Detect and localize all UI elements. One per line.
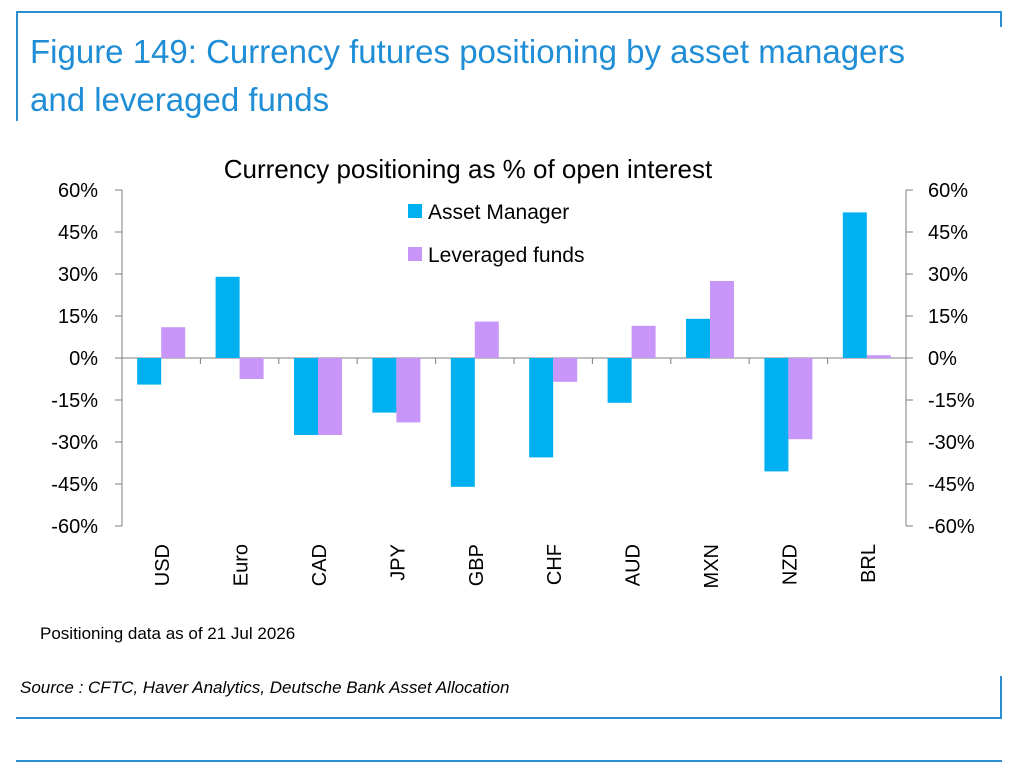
x-tick-label: NZD xyxy=(779,544,801,585)
y-tick-label-left: 45% xyxy=(58,222,98,244)
x-tick-label: CAD xyxy=(309,544,331,586)
y-tick-label-left: 30% xyxy=(58,264,98,286)
legend-swatch xyxy=(408,204,422,218)
bar-leveraged-funds-jpy xyxy=(396,358,421,423)
y-tick-label-left: 60% xyxy=(58,180,98,202)
bar-asset-manager-aud xyxy=(607,358,632,403)
legend-swatch xyxy=(408,247,422,261)
page-bottom-rule xyxy=(16,760,1002,762)
y-tick-label-right: -30% xyxy=(928,432,975,454)
frame-right-rule xyxy=(1000,11,1002,27)
bar-leveraged-funds-euro xyxy=(239,358,264,379)
y-tick-label-left: 0% xyxy=(69,348,98,370)
y-tick-label-right: -45% xyxy=(928,474,975,496)
bar-leveraged-funds-aud xyxy=(631,325,656,358)
bar-asset-manager-euro xyxy=(215,276,240,358)
legend-label: Asset Manager xyxy=(428,201,569,224)
bar-asset-manager-jpy xyxy=(372,358,397,413)
bar-asset-manager-gbp xyxy=(450,358,475,487)
figure-title: Figure 149: Currency futures positioning… xyxy=(30,33,905,118)
y-tick-label-left: 15% xyxy=(58,306,98,328)
x-tick-label: GBP xyxy=(466,544,488,586)
bar-asset-manager-chf xyxy=(529,358,554,458)
bar-leveraged-funds-usd xyxy=(161,327,186,358)
bar-leveraged-funds-mxn xyxy=(710,281,734,358)
y-tick-label-left: -45% xyxy=(51,474,98,496)
source-line: Source : CFTC, Haver Analytics, Deutsche… xyxy=(20,678,510,697)
source-bottom-rule xyxy=(16,717,1002,719)
y-tick-label-right: 0% xyxy=(928,348,957,370)
x-tick-label: AUD xyxy=(623,544,645,586)
bar-asset-manager-mxn xyxy=(686,318,710,358)
bar-leveraged-funds-chf xyxy=(553,358,578,382)
source-right-rule xyxy=(1000,676,1002,719)
x-tick-label: USD xyxy=(152,544,174,586)
x-tick-label: Euro xyxy=(231,544,253,586)
x-tick-label: MXN xyxy=(701,544,723,588)
bar-asset-manager-cad xyxy=(294,358,318,435)
x-tick-label: CHF xyxy=(544,544,566,585)
chart-title: Currency positioning as % of open intere… xyxy=(224,154,713,184)
legend-label: Leveraged funds xyxy=(428,244,584,267)
frame-top-rule xyxy=(16,11,1002,13)
bar-asset-manager-nzd xyxy=(764,358,789,472)
y-tick-label-right: 60% xyxy=(928,180,968,202)
x-tick-label: BRL xyxy=(858,544,880,583)
y-tick-label-left: -60% xyxy=(51,516,98,538)
chart: Currency positioning as % of open intere… xyxy=(51,154,975,588)
y-tick-label-right: 15% xyxy=(928,306,968,328)
bar-leveraged-funds-brl xyxy=(866,355,891,358)
y-tick-label-right: 45% xyxy=(928,222,968,244)
tick-labels: 60% 60% 45% 45% 30% 30% 15% 15% 0% 0% -15% -15% -30%… xyxy=(51,180,975,588)
y-tick-label-right: 30% xyxy=(928,264,968,286)
legend: Asset Manager Leveraged funds xyxy=(408,201,584,267)
data-note: Positioning data as of 21 Jul 2026 xyxy=(40,624,296,643)
bar-leveraged-funds-gbp xyxy=(474,321,499,358)
bars xyxy=(137,212,891,487)
bar-asset-manager-usd xyxy=(137,358,162,385)
bar-asset-manager-brl xyxy=(842,212,867,358)
y-tick-label-right: -15% xyxy=(928,390,975,412)
y-tick-label-left: -30% xyxy=(51,432,98,454)
y-tick-label-right: -60% xyxy=(928,516,975,538)
x-tick-label: JPY xyxy=(387,544,409,581)
bar-leveraged-funds-nzd xyxy=(788,358,813,440)
y-tick-label-left: -15% xyxy=(51,390,98,412)
frame-left-rule xyxy=(16,11,18,121)
bar-leveraged-funds-cad xyxy=(318,358,342,435)
